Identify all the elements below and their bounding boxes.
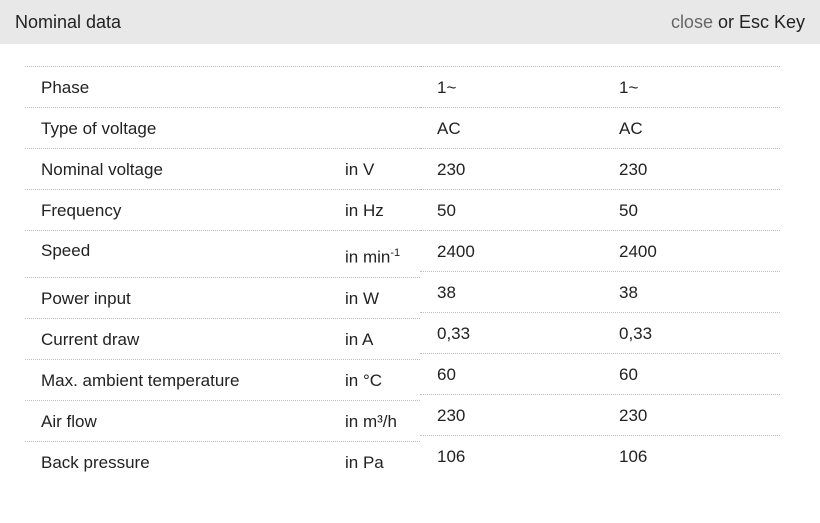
table-row: Air flow in m³/h [25, 400, 420, 441]
dialog-title: Nominal data [15, 12, 122, 32]
value-row: 38 38 [420, 271, 780, 312]
unit-text: in min [345, 247, 391, 267]
value-1: 230 [437, 406, 466, 425]
row-label: Air flow [41, 412, 97, 431]
unit-text: in Hz [345, 201, 384, 220]
value-2: 50 [619, 201, 638, 220]
value-1: 2400 [437, 242, 475, 261]
value-row: 0,33 0,33 [420, 312, 780, 353]
table-row: Speed in min-1 [25, 230, 420, 277]
table-row: Max. ambient temperature in °C [25, 359, 420, 400]
row-label: Type of voltage [41, 119, 157, 138]
value-row: 60 60 [420, 353, 780, 394]
row-unit: in V [345, 160, 374, 180]
value-1: 60 [437, 365, 456, 384]
table-row: Frequency in Hz [25, 189, 420, 230]
value-1: 50 [437, 201, 456, 220]
table-row: Nominal voltage in V [25, 148, 420, 189]
value-1: 230 [437, 160, 466, 179]
table-row: Type of voltage [25, 107, 420, 148]
unit-text: in A [345, 330, 374, 349]
value-1: AC [437, 119, 461, 138]
value-row: 1~ 1~ [420, 66, 780, 107]
row-label: Phase [41, 78, 90, 97]
value-row: AC AC [420, 107, 780, 148]
unit-text: in m³/h [345, 412, 397, 431]
value-1: 38 [437, 283, 456, 302]
row-unit: in Hz [345, 201, 384, 221]
values-table: 1~ 1~ AC AC 230 230 50 50 2400 2400 38 38 0,33 0,33 60… [420, 66, 780, 476]
unit-text: in Pa [345, 453, 384, 472]
row-label: Max. ambient temperature [41, 371, 240, 390]
value-2: 38 [619, 283, 638, 302]
table-row: Power input in W [25, 277, 420, 318]
row-label: Frequency [41, 201, 122, 220]
value-2: AC [619, 119, 643, 138]
value-2: 106 [619, 447, 648, 466]
value-row: 50 50 [420, 189, 780, 230]
close-hint: close or Esc Key [671, 12, 805, 33]
value-2: 230 [619, 160, 648, 179]
row-unit: in Pa [345, 453, 384, 473]
row-label: Back pressure [41, 453, 150, 472]
close-link[interactable]: close [670, 12, 713, 32]
row-label: Nominal voltage [41, 160, 163, 179]
value-1: 0,33 [437, 324, 471, 343]
row-label: Current draw [41, 330, 140, 349]
value-1: 106 [437, 447, 466, 466]
row-unit: in W [345, 289, 379, 309]
row-unit: in °C [345, 371, 382, 391]
row-label: Speed [41, 241, 91, 260]
value-row: 230 230 [420, 394, 780, 435]
unit-text: in W [345, 289, 379, 308]
value-2: 0,33 [619, 324, 653, 343]
row-label: Power input [41, 289, 131, 308]
value-1: 1~ [437, 78, 457, 97]
row-unit: in m³/h [345, 412, 397, 432]
unit-text: in °C [345, 371, 383, 390]
value-row: 2400 2400 [420, 230, 780, 271]
labels-table: Phase Type of voltage Nominal voltage in V F… [25, 66, 420, 482]
unit-text: in V [345, 160, 375, 179]
close-suffix: or Esc Key [712, 12, 805, 32]
value-row: 230 230 [420, 148, 780, 189]
dialog-header: Nominal data close or Esc Key [0, 0, 820, 44]
value-2: 230 [619, 406, 648, 425]
value-2: 60 [619, 365, 638, 384]
table-row: Phase [25, 66, 420, 107]
table-row: Current draw in A [25, 318, 420, 359]
row-unit: in min-1 [345, 247, 400, 268]
unit-superscript: -1 [390, 247, 401, 259]
table-row: Back pressure in Pa [25, 441, 420, 482]
value-row: 106 106 [420, 435, 780, 476]
value-2: 2400 [619, 242, 657, 261]
row-unit: in A [345, 330, 373, 350]
value-2: 1~ [619, 78, 639, 97]
